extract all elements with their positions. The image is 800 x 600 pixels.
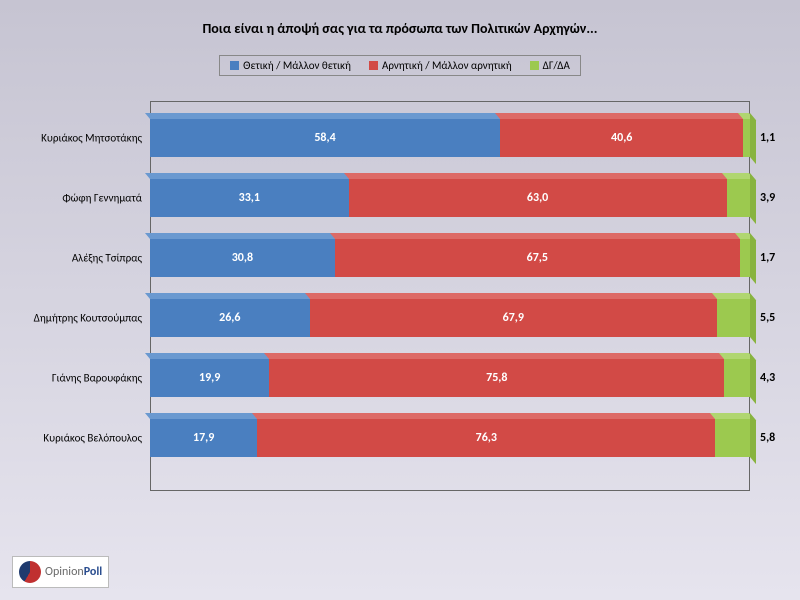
- value-label: 67,9: [503, 311, 524, 325]
- chart-canvas: Ποια είναι η άποψή σας για τα πρόσωπα τω…: [0, 0, 800, 600]
- legend-swatch: [230, 61, 239, 70]
- brand-a: Opinion: [45, 565, 84, 579]
- seg-dkna: 5,5: [717, 299, 750, 337]
- category-label: Κυριάκος Βελόπουλος: [43, 432, 150, 445]
- value-label: 63,0: [527, 191, 548, 205]
- legend-item: Αρνητική / Μάλλον αρνητική: [369, 59, 512, 72]
- brand-b: Poll: [84, 565, 103, 579]
- legend-label: Αρνητική / Μάλλον αρνητική: [382, 59, 512, 72]
- legend-swatch: [530, 61, 539, 70]
- value-label: 58,4: [314, 131, 335, 145]
- value-label: 5,5: [760, 311, 775, 325]
- legend-item: ΔΓ/ΔΑ: [530, 59, 570, 72]
- seg-negative: 67,9: [310, 299, 717, 337]
- category-label: Γιάνης Βαρουφάκης: [52, 372, 150, 385]
- legend: Θετική / Μάλλον θετική Αρνητική / Μάλλον …: [219, 55, 581, 76]
- value-label: 76,3: [476, 431, 497, 445]
- value-label: 33,1: [239, 191, 260, 205]
- seg-positive: 30,8: [150, 239, 335, 277]
- brand-logo: OpinionPoll: [12, 556, 109, 588]
- chart-area: Κυριάκος Μητσοτάκης58,440,61,1Φώφη Γεννη…: [150, 101, 750, 491]
- seg-negative: 67,5: [335, 239, 740, 277]
- seg-dkna: 4,3: [724, 359, 750, 397]
- seg-dkna: 1,1: [743, 119, 750, 157]
- bar-row: Δημήτρης Κουτσούμπας26,667,95,5: [150, 299, 750, 337]
- seg-dkna: 5,8: [715, 419, 750, 457]
- seg-dkna: 1,7: [740, 239, 750, 277]
- category-label: Κυριάκος Μητσοτάκης: [41, 132, 150, 145]
- pie-icon: [19, 561, 41, 583]
- value-label: 19,9: [199, 371, 220, 385]
- value-label: 4,3: [760, 371, 775, 385]
- seg-dkna: 3,9: [727, 179, 750, 217]
- legend-item: Θετική / Μάλλον θετική: [230, 59, 351, 72]
- category-label: Αλέξης Τσίπρας: [72, 252, 150, 265]
- value-label: 1,7: [760, 251, 775, 265]
- seg-positive: 17,9: [150, 419, 257, 457]
- value-label: 1,1: [760, 131, 775, 145]
- value-label: 26,6: [219, 311, 240, 325]
- bar-row: Γιάνης Βαρουφάκης19,975,84,3: [150, 359, 750, 397]
- value-label: 17,9: [193, 431, 214, 445]
- chart-title: Ποια είναι η άποψή σας για τα πρόσωπα τω…: [40, 20, 760, 37]
- legend-swatch: [369, 61, 378, 70]
- bar-row: Αλέξης Τσίπρας30,867,51,7: [150, 239, 750, 277]
- value-label: 5,8: [760, 431, 775, 445]
- seg-positive: 33,1: [150, 179, 349, 217]
- value-label: 3,9: [760, 191, 775, 205]
- bar-row: Φώφη Γεννηματά33,163,03,9: [150, 179, 750, 217]
- value-label: 40,6: [611, 131, 632, 145]
- seg-positive: 58,4: [150, 119, 500, 157]
- brand-text: OpinionPoll: [45, 565, 102, 579]
- value-label: 67,5: [527, 251, 548, 265]
- legend-label: ΔΓ/ΔΑ: [543, 59, 570, 72]
- seg-negative: 63,0: [349, 179, 727, 217]
- category-label: Δημήτρης Κουτσούμπας: [34, 312, 150, 325]
- seg-negative: 76,3: [257, 419, 715, 457]
- seg-positive: 19,9: [150, 359, 269, 397]
- bar-row: Κυριάκος Βελόπουλος17,976,35,8: [150, 419, 750, 457]
- value-label: 30,8: [232, 251, 253, 265]
- value-label: 75,8: [486, 371, 507, 385]
- category-label: Φώφη Γεννηματά: [62, 192, 150, 205]
- legend-label: Θετική / Μάλλον θετική: [243, 59, 351, 72]
- seg-negative: 40,6: [500, 119, 743, 157]
- seg-positive: 26,6: [150, 299, 310, 337]
- bar-row: Κυριάκος Μητσοτάκης58,440,61,1: [150, 119, 750, 157]
- seg-negative: 75,8: [269, 359, 724, 397]
